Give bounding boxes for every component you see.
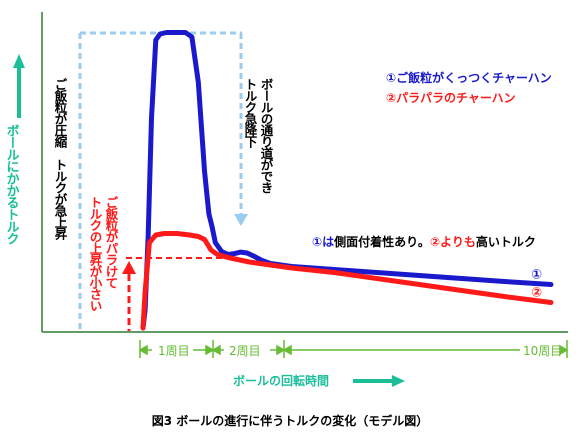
annotation-loosen-line-2: トルクの上昇が小さい (88, 196, 103, 312)
x-bracket-arrow-icon (276, 344, 286, 356)
annotation-groove-line-1: ボールの通り道ができ (259, 78, 274, 194)
peak-guide-down-arrow-icon (234, 214, 248, 226)
chart-title: 図3 ボールの進行に伴うトルクの変化（モデル図） (152, 413, 429, 428)
x-axis-label: ボールの回転時間 (233, 373, 329, 388)
annotation-note-part-3: ②よりも (430, 235, 476, 249)
annotation-note-part-2: 側面付着性あり。 (333, 234, 430, 249)
annotation-note: ①は側面付着性あり。②よりも高いトルク (312, 234, 536, 249)
annotation-note-part-4: 高いトルク (476, 234, 536, 249)
y-axis-arrow-icon (13, 54, 25, 68)
annotation-loosen-line-1: ご飯粒がパラけて (104, 195, 119, 289)
legend-entry-2: ②パラパラのチャーハン (386, 91, 516, 105)
series-marker-2: ② (531, 286, 542, 301)
x-tick-label-1: 1周目 (158, 344, 190, 358)
x-bracket-arrow-icon (138, 344, 148, 356)
series-marker-1: ① (531, 268, 542, 283)
series-line-2 (140, 231, 554, 331)
annotation-compress: ご飯粒が圧縮 トルクが急上昇 (53, 77, 68, 241)
x-tick-label-2: 2周目 (229, 344, 261, 358)
x-bracket-arrow-icon (559, 344, 569, 356)
x-axis-arrow-icon (392, 375, 405, 387)
y-axis-label: ボールにかかるトルク (4, 124, 20, 245)
legend-entry-1: ①ご飯粒がくっつくチャーハン (386, 70, 552, 85)
red-guide-up-arrow-icon (122, 261, 136, 274)
x-period-brackets (138, 340, 569, 358)
annotation-groove-line-2: トルク急降下 (243, 78, 258, 149)
x-bracket-arrow-icon (205, 344, 215, 356)
x-tick-label-3: 10周目 (523, 344, 562, 358)
annotation-note-part-1: ①は (312, 235, 334, 249)
